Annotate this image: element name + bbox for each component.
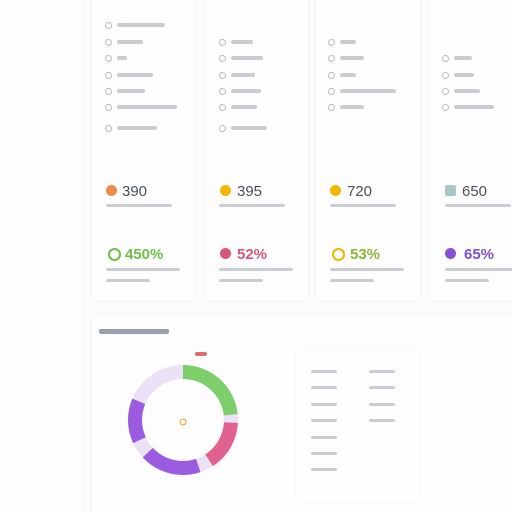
pct-icon	[220, 248, 231, 259]
checkbox	[219, 55, 226, 62]
checkbox	[105, 125, 112, 132]
list-placeholder	[311, 419, 337, 422]
list-placeholder	[369, 386, 395, 389]
list-placeholder	[311, 452, 337, 455]
checkbox	[219, 88, 226, 95]
stat-icon	[106, 185, 117, 196]
text-placeholder	[445, 279, 489, 282]
center-icon	[179, 418, 187, 426]
text-placeholder	[219, 279, 263, 282]
percent: 52%	[237, 246, 268, 263]
list-panel	[296, 350, 420, 500]
text-placeholder	[106, 279, 150, 282]
text-placeholder	[445, 268, 512, 271]
checkbox	[105, 88, 112, 95]
text-placeholder	[117, 73, 153, 77]
text-placeholder	[231, 105, 257, 109]
stat-value: 395	[237, 183, 263, 200]
pct-icon	[332, 248, 345, 261]
checkbox	[442, 55, 449, 62]
checkbox	[105, 104, 112, 111]
checkbox	[328, 104, 335, 111]
text-placeholder	[454, 73, 474, 77]
checkbox	[328, 39, 335, 46]
pct-icon	[445, 248, 456, 259]
list-placeholder	[311, 370, 337, 373]
text-placeholder	[454, 89, 480, 93]
text-placeholder	[231, 89, 261, 93]
stat-icon	[445, 185, 456, 196]
checkbox	[219, 39, 226, 46]
section-title-placeholder	[99, 329, 169, 334]
text-placeholder	[117, 126, 157, 130]
text-placeholder	[117, 23, 165, 27]
list-placeholder	[369, 370, 395, 373]
checkbox	[328, 55, 335, 62]
stat-icon	[330, 185, 341, 196]
checkbox	[442, 72, 449, 79]
checkbox	[219, 104, 226, 111]
text-placeholder	[340, 40, 356, 44]
checkbox	[442, 88, 449, 95]
text-placeholder	[117, 89, 145, 93]
text-placeholder	[454, 105, 494, 109]
stat-value: 650	[462, 183, 488, 200]
text-placeholder	[445, 204, 511, 207]
list-placeholder	[311, 468, 337, 471]
list-placeholder	[311, 436, 337, 439]
checkbox	[328, 72, 335, 79]
text-placeholder	[340, 56, 364, 60]
card	[430, 0, 512, 300]
list-placeholder	[369, 403, 395, 406]
text-placeholder	[231, 73, 255, 77]
checkbox	[105, 72, 112, 79]
donut-chart	[128, 365, 238, 475]
text-placeholder	[340, 73, 356, 77]
checkbox	[105, 22, 112, 29]
text-placeholder	[340, 105, 364, 109]
text-placeholder	[117, 56, 127, 60]
checkbox	[219, 72, 226, 79]
sidebar	[0, 0, 82, 512]
stat-icon	[220, 185, 231, 196]
text-placeholder	[330, 268, 404, 271]
checkbox	[105, 55, 112, 62]
text-placeholder	[219, 268, 293, 271]
text-placeholder	[106, 204, 172, 207]
text-placeholder	[330, 279, 374, 282]
text-placeholder	[231, 126, 267, 130]
text-placeholder	[219, 204, 285, 207]
text-placeholder	[454, 56, 472, 60]
checkbox	[328, 88, 335, 95]
checkbox	[219, 125, 226, 132]
percent: 53%	[350, 246, 381, 263]
stat-value: 720	[347, 183, 373, 200]
text-placeholder	[117, 40, 143, 44]
donut-segment	[128, 365, 238, 475]
checkbox	[105, 39, 112, 46]
percent: 65%	[464, 246, 495, 263]
text-placeholder	[340, 89, 396, 93]
legend-placeholder	[195, 352, 207, 356]
checkbox	[442, 104, 449, 111]
text-placeholder	[231, 40, 253, 44]
text-placeholder	[117, 105, 177, 109]
donut-segment	[128, 365, 238, 475]
list-placeholder	[369, 419, 395, 422]
text-placeholder	[231, 56, 263, 60]
pct-icon	[108, 248, 121, 261]
stat-value: 390	[122, 183, 148, 200]
list-placeholder	[311, 403, 337, 406]
donut-segment	[128, 365, 238, 475]
text-placeholder	[330, 204, 396, 207]
text-placeholder	[106, 268, 180, 271]
list-placeholder	[311, 386, 337, 389]
percent: 450%	[125, 246, 164, 263]
